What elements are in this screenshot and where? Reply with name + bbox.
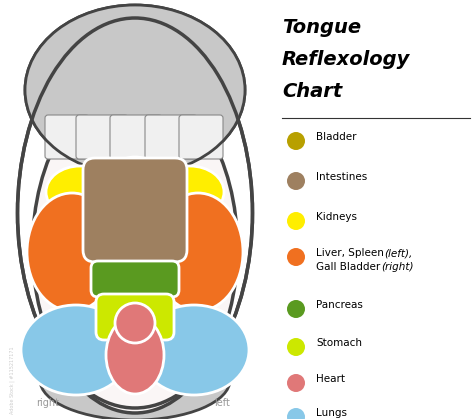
Ellipse shape [153, 193, 243, 311]
Text: Bladder: Bladder [316, 132, 356, 142]
Text: Lungs: Lungs [316, 408, 347, 418]
Ellipse shape [156, 166, 224, 218]
Ellipse shape [46, 166, 114, 218]
Circle shape [287, 132, 305, 150]
FancyBboxPatch shape [110, 115, 162, 159]
FancyBboxPatch shape [45, 115, 89, 159]
Circle shape [287, 338, 305, 356]
Ellipse shape [25, 5, 245, 175]
FancyBboxPatch shape [145, 115, 197, 159]
Ellipse shape [25, 5, 245, 175]
Text: (left),: (left), [384, 248, 412, 258]
FancyBboxPatch shape [76, 115, 128, 159]
Text: Stomach: Stomach [316, 338, 362, 348]
Text: Reflexology: Reflexology [282, 50, 410, 69]
Circle shape [287, 172, 305, 190]
Text: Heart: Heart [316, 374, 345, 384]
Text: (right): (right) [381, 262, 413, 272]
Text: Kidneys: Kidneys [316, 212, 357, 222]
Circle shape [287, 408, 305, 419]
Circle shape [287, 248, 305, 266]
Text: Intestines: Intestines [316, 172, 367, 182]
Text: Adobe Stock | #115217171: Adobe Stock | #115217171 [9, 346, 15, 414]
Ellipse shape [21, 305, 131, 395]
Ellipse shape [27, 193, 117, 311]
Circle shape [287, 212, 305, 230]
FancyBboxPatch shape [91, 261, 179, 297]
Text: Gall Bladder: Gall Bladder [316, 262, 383, 272]
Ellipse shape [139, 305, 249, 395]
Ellipse shape [106, 316, 164, 394]
Text: Tongue: Tongue [282, 18, 361, 37]
Text: left: left [214, 398, 230, 408]
FancyBboxPatch shape [83, 158, 187, 262]
Ellipse shape [116, 157, 154, 179]
Ellipse shape [33, 83, 237, 413]
FancyBboxPatch shape [96, 294, 174, 340]
Circle shape [287, 300, 305, 318]
Text: Pancreas: Pancreas [316, 300, 363, 310]
Text: right: right [36, 398, 60, 408]
Text: Liver, Spleen: Liver, Spleen [316, 248, 387, 258]
FancyBboxPatch shape [179, 115, 223, 159]
Circle shape [115, 303, 155, 343]
Ellipse shape [18, 18, 253, 408]
Ellipse shape [40, 340, 230, 419]
Text: Chart: Chart [282, 82, 342, 101]
Circle shape [287, 374, 305, 392]
